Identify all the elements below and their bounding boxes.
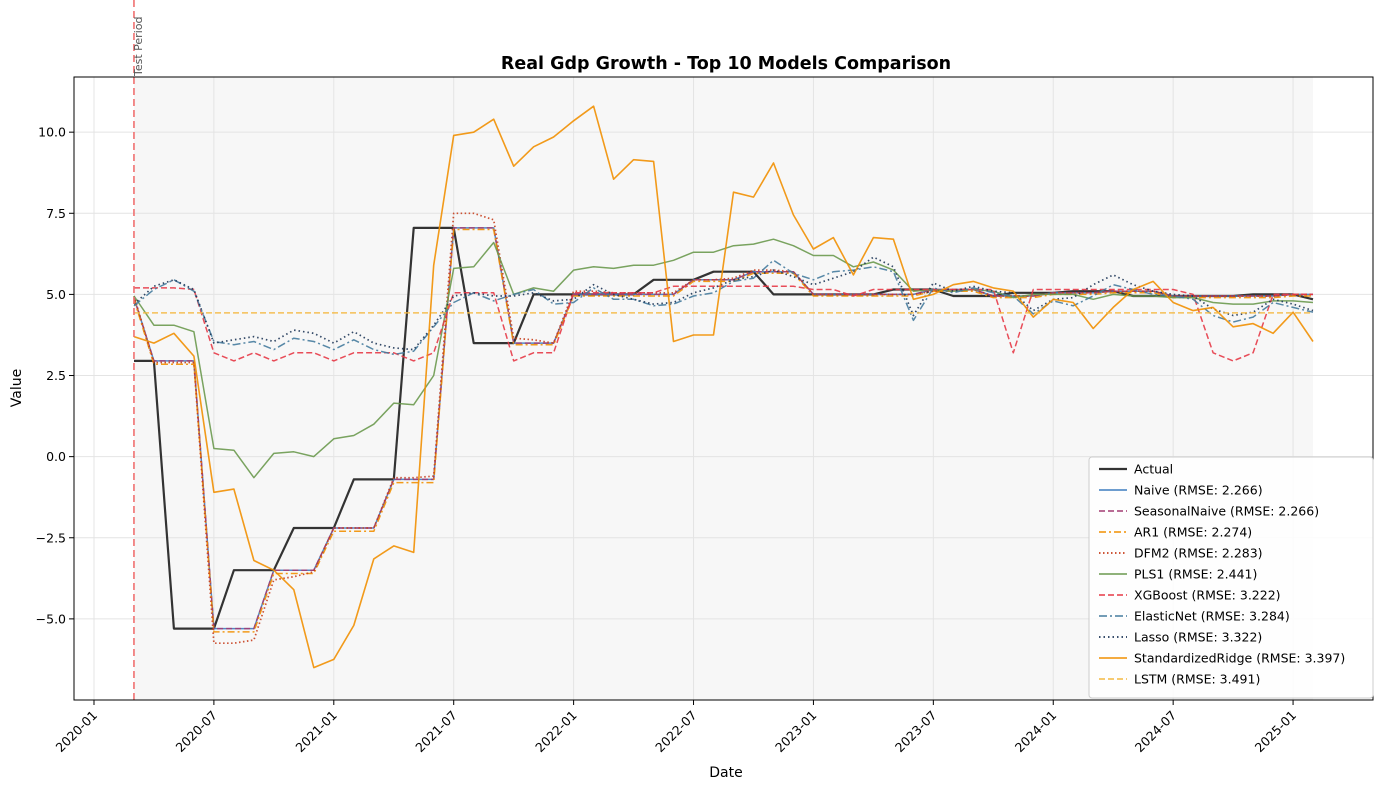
legend-label-5: PLS1 (RMSE: 2.441) <box>1134 567 1257 582</box>
legend-label-0: Actual <box>1134 462 1173 477</box>
legend-label-9: StandardizedRidge (RMSE: 3.397) <box>1134 651 1345 666</box>
series-line-9 <box>133 105 1314 669</box>
x-axis-title: Date <box>709 765 742 781</box>
legend-label-4: DFM2 (RMSE: 2.283) <box>1134 546 1263 561</box>
test-period-label: Test Period <box>132 17 145 77</box>
legend-label-7: ElasticNet (RMSE: 3.284) <box>1134 609 1290 624</box>
legend-label-6: XGBoost (RMSE: 3.222) <box>1134 588 1281 603</box>
legend-label-10: LSTM (RMSE: 3.491) <box>1134 672 1260 687</box>
series-line-7 <box>133 259 1314 356</box>
legend-label-1: Naive (RMSE: 2.266) <box>1134 483 1263 498</box>
y-tick-label-3: 2.5 <box>46 368 66 383</box>
series-line-3 <box>133 228 1313 633</box>
y-axis-title: Value <box>9 369 25 407</box>
y-tick-label-0: −5.0 <box>36 611 66 626</box>
series-line-2 <box>133 227 1313 630</box>
y-tick-label-4: 5.0 <box>46 287 66 302</box>
y-tick-label-5: 7.5 <box>46 206 66 221</box>
legend: Actual Naive (RMSE: 2.266) SeasonalNaive (… <box>1088 456 1374 699</box>
legend-label-3: AR1 (RMSE: 2.274) <box>1134 525 1252 540</box>
legend-label-8: Lasso (RMSE: 3.322) <box>1134 630 1262 645</box>
y-tick-label-2: 0.0 <box>46 449 66 464</box>
y-tick-label-6: 10.0 <box>38 125 66 140</box>
plot-frame <box>73 76 1374 701</box>
chart-title: Real Gdp Growth - Top 10 Models Comparis… <box>501 54 951 74</box>
series-line-0 <box>134 226 1314 630</box>
series-line-5 <box>133 238 1314 479</box>
legend-label-2: SeasonalNaive (RMSE: 2.266) <box>1134 504 1319 519</box>
legend-box <box>1088 456 1374 699</box>
y-tick-label-1: −2.5 <box>36 530 66 545</box>
